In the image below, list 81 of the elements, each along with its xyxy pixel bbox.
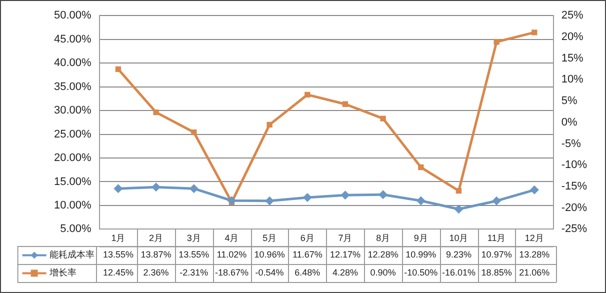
- y2-tick-label: 20%: [561, 30, 584, 43]
- x-tick-label: 2月: [149, 233, 164, 244]
- y-tick-label: 35.00%: [54, 80, 92, 93]
- y-tick-label: 50.00%: [54, 10, 92, 22]
- data-label: 10.97%: [481, 250, 512, 260]
- point: [530, 185, 539, 194]
- data-label: 13.87%: [140, 250, 172, 260]
- point: [189, 184, 198, 194]
- data-label: 18.85%: [481, 268, 512, 278]
- point: [302, 193, 312, 202]
- point: [153, 109, 159, 116]
- point: [378, 190, 388, 200]
- point: [114, 184, 123, 194]
- y2-tick-label: -15%: [561, 180, 588, 193]
- y-tick-label: 40.00%: [54, 57, 92, 70]
- point: [115, 66, 122, 72]
- data-label: 10.99%: [406, 250, 436, 260]
- x-tick-label: 10月: [449, 233, 468, 244]
- data-label: 10.96%: [254, 250, 285, 260]
- x-tick-label: 12月: [524, 233, 544, 244]
- point: [416, 196, 426, 206]
- point: [456, 188, 462, 194]
- x-tick-label: 11月: [487, 233, 506, 244]
- y2-tick-label: -20%: [561, 202, 588, 214]
- point: [265, 196, 274, 206]
- x-tick-label: 7月: [338, 233, 352, 244]
- y2-tick-label: -10%: [561, 159, 588, 172]
- y-tick-label: 10.00%: [54, 200, 92, 212]
- x-tick-label: 8月: [376, 233, 390, 244]
- data-label: 6.48%: [294, 268, 320, 278]
- y2-tick-label: 25%: [561, 10, 584, 22]
- y2-tick-label: 10%: [561, 74, 584, 86]
- data-label: 13.55%: [178, 250, 210, 260]
- point: [454, 204, 464, 214]
- point: [342, 101, 348, 107]
- data-label: 11.67%: [292, 250, 322, 260]
- x-tick-label: 3月: [186, 233, 201, 244]
- data-label: 2.36%: [143, 268, 169, 278]
- y2-tick-label: 5%: [561, 95, 578, 108]
- x-tick-label: 6月: [300, 233, 314, 244]
- legend-label: 能耗成本率: [49, 250, 94, 260]
- point: [227, 196, 236, 206]
- y-tick-label: 25.00%: [54, 128, 92, 140]
- y-tick-label: 30.00%: [54, 104, 92, 117]
- y-tick-label: 15.00%: [54, 176, 92, 188]
- y-tick-label: 5.00%: [60, 223, 92, 236]
- y2-tick-label: 0%: [561, 116, 578, 128]
- data-label: -2.31%: [180, 268, 208, 278]
- y-tick-label: 20.00%: [54, 152, 92, 164]
- data-label: 12.28%: [368, 250, 398, 260]
- data-label: 4.28%: [332, 268, 358, 278]
- point: [492, 196, 502, 206]
- data-label: 21.06%: [519, 268, 550, 278]
- x-tick-label: 4月: [224, 233, 239, 244]
- point: [532, 30, 538, 36]
- legend-label: 增长率: [48, 268, 76, 278]
- y2-tick-label: -5%: [561, 138, 582, 150]
- point: [266, 122, 272, 128]
- data-label: 9.23%: [446, 250, 472, 260]
- point: [340, 190, 350, 200]
- y-tick-label: 45.00%: [54, 33, 92, 46]
- point: [304, 92, 310, 98]
- point: [191, 129, 197, 136]
- data-label: 0.90%: [370, 268, 396, 278]
- data-label: -10.50%: [404, 268, 438, 278]
- y2-tick-label: 15%: [561, 52, 584, 64]
- point: [418, 164, 424, 170]
- x-tick-label: 1月: [111, 233, 126, 244]
- data-label: 11.02%: [216, 250, 247, 260]
- data-label: 13.28%: [519, 250, 550, 260]
- data-label: -16.01%: [442, 268, 476, 278]
- data-label: 12.17%: [330, 250, 360, 260]
- data-label: -18.67%: [214, 268, 248, 278]
- data-label: -0.54%: [255, 268, 284, 278]
- point: [380, 116, 386, 122]
- x-tick-label: 9月: [414, 233, 428, 244]
- y2-tick-label: -25%: [561, 223, 588, 236]
- point: [494, 39, 500, 45]
- data-label: 13.55%: [102, 250, 134, 260]
- x-tick-label: 5月: [262, 233, 277, 244]
- data-label: 12.45%: [102, 268, 134, 278]
